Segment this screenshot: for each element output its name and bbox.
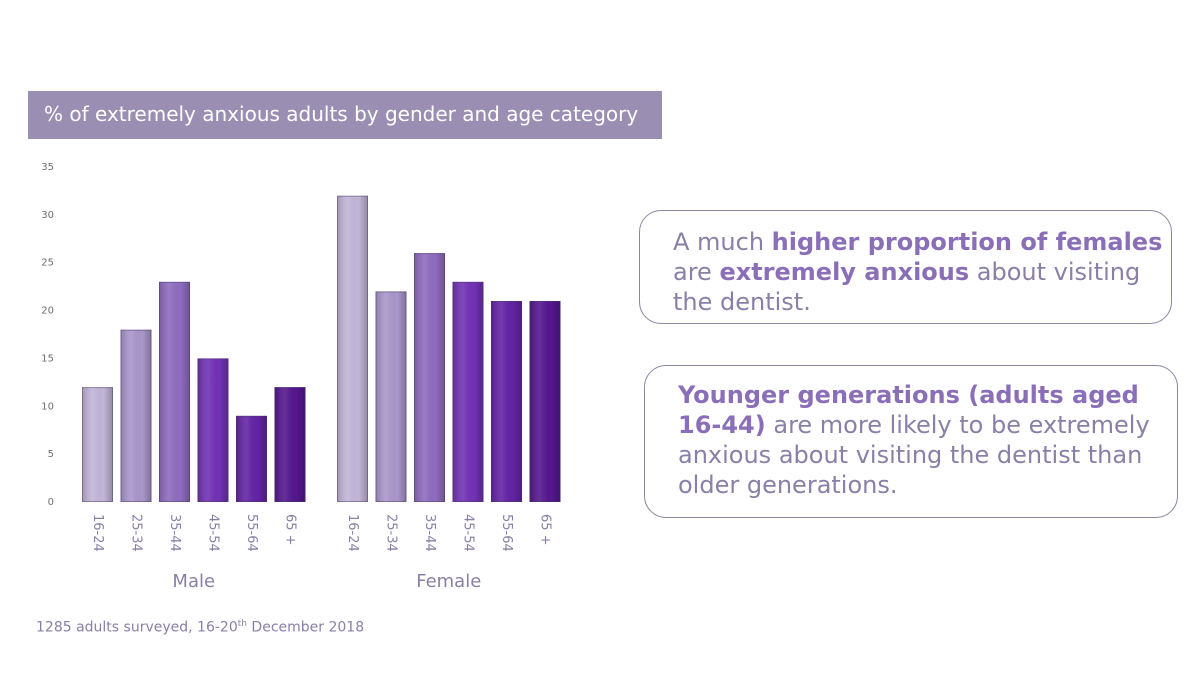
x-tick-label: 55-64: [499, 514, 514, 552]
x-tick-label: 45-54: [461, 514, 476, 552]
bar-shading: [491, 301, 522, 502]
y-tick-label: 35: [41, 162, 54, 173]
bar-outline: [337, 195, 368, 502]
bar-outline: [236, 415, 267, 503]
footnote: 1285 adults surveyed, 16-20th December 2…: [36, 619, 364, 636]
callout-run: are: [673, 258, 720, 286]
bar-shading: [197, 358, 229, 502]
group-label-male: Male: [172, 571, 215, 592]
y-tick-label: 15: [41, 353, 54, 364]
x-tick-label: 55-64: [244, 514, 259, 552]
y-axis: 0 5 10 15 20 25 30 35: [41, 162, 54, 508]
bar-outline: [452, 281, 484, 502]
x-tick-label: 25-34: [384, 514, 399, 552]
y-tick-label: 0: [48, 497, 54, 508]
footnote-prefix: 1285 adults surveyed, 16-20: [36, 619, 238, 636]
bar-outline: [197, 358, 229, 502]
footnote-superscript: th: [237, 619, 247, 629]
bar-outline: [82, 387, 113, 502]
callout-emphasis: Younger generations (adults aged 16-44): [678, 381, 1139, 439]
x-tick-label: 65 +: [538, 514, 553, 546]
bar-shading: [82, 387, 113, 502]
callout-text: A much higher proportion of females are …: [673, 227, 1163, 317]
bar-shading: [337, 195, 368, 502]
y-tick-label: 5: [48, 449, 54, 460]
bar-outline: [120, 329, 152, 503]
chart-title-bar: % of extremely anxious adults by gender …: [28, 91, 662, 139]
callout-younger-generations: Younger generations (adults aged 16-44) …: [644, 365, 1178, 518]
bar-outline: [491, 301, 522, 502]
x-tick-label: 35-44: [422, 514, 437, 552]
bar-outline: [159, 281, 190, 502]
chart-title: % of extremely anxious adults by gender …: [44, 102, 639, 126]
callout-run: are more likely to be extremely anxious …: [678, 411, 1150, 499]
callout-female-proportion: A much higher proportion of females are …: [639, 210, 1172, 324]
group-label-female: Female: [416, 571, 481, 592]
bar-shading: [529, 301, 561, 502]
callout-emphasis: extremely anxious: [719, 258, 970, 286]
bar-shading: [375, 291, 407, 502]
x-axis-ticks: 16-24 25-34 35-44 45-54 55-64 65 + 16-24 25-34 3…: [90, 514, 553, 552]
x-tick-label: 65 +: [283, 514, 298, 546]
group-labels: Male Female: [172, 571, 481, 592]
bar-shading: [452, 281, 484, 502]
y-tick-label: 25: [41, 258, 54, 269]
y-tick-label: 20: [41, 306, 54, 317]
bars: [82, 195, 561, 503]
bar-shading: [159, 281, 190, 502]
y-tick-label: 30: [41, 210, 54, 221]
bar-outline: [375, 291, 407, 502]
x-tick-label: 16-24: [345, 514, 360, 552]
x-tick-label: 45-54: [206, 514, 221, 552]
y-tick-label: 10: [41, 401, 54, 412]
bar-chart: 0 5 10 15 20 25 30 35 16-24 25-34 35-44 45-54 55-64…: [41, 162, 561, 592]
x-tick-label: 35-44: [167, 514, 182, 552]
callout-text: Younger generations (adults aged 16-44) …: [678, 380, 1172, 500]
bar-shading: [414, 253, 445, 502]
bar-shading: [274, 387, 306, 502]
callout-run: A much: [673, 228, 772, 256]
bar-outline: [529, 301, 561, 502]
bar-shading: [120, 329, 152, 502]
callout-emphasis: higher proportion of females: [771, 228, 1163, 256]
callout-run: about visiting the dentist.: [673, 258, 1141, 316]
bar-outline: [414, 253, 445, 502]
footnote-suffix: December 2018: [246, 619, 365, 636]
x-tick-label: 16-24: [90, 514, 105, 552]
x-tick-label: 25-34: [129, 514, 144, 552]
bar-shading: [236, 415, 267, 502]
bar-outline: [274, 387, 306, 502]
